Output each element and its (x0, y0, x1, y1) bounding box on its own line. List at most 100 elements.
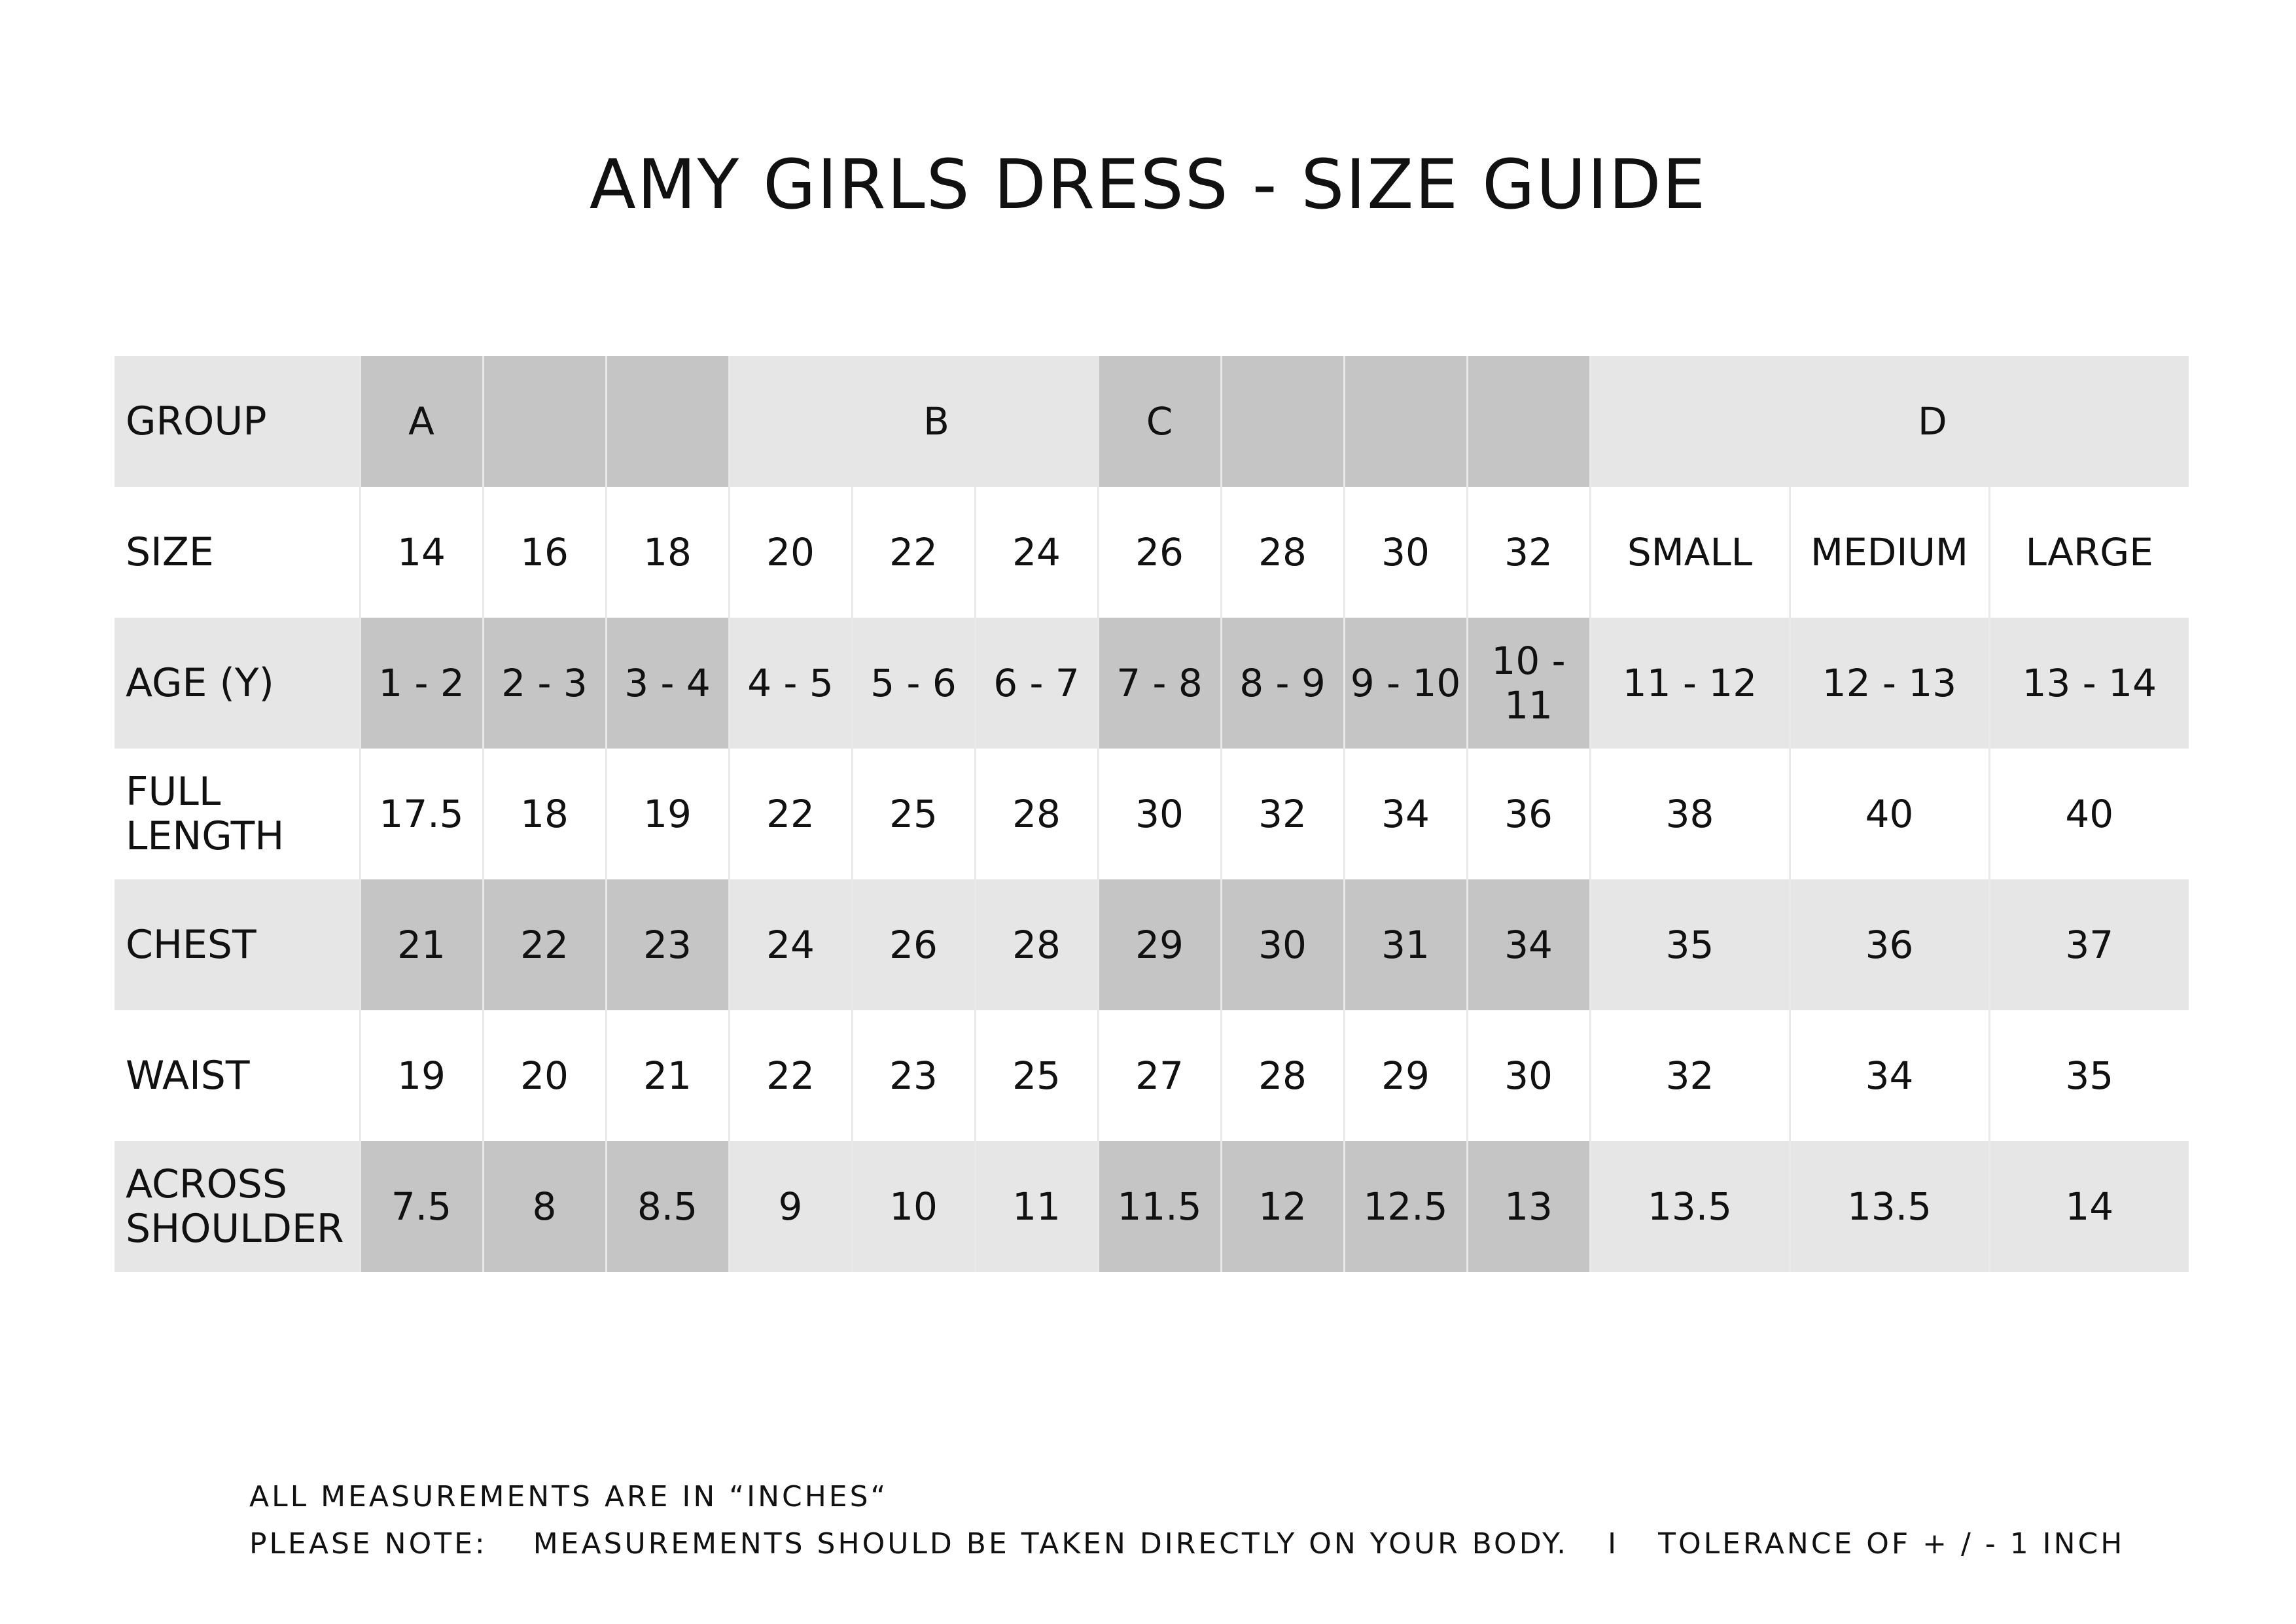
table-cell: 21 (360, 879, 484, 1010)
table-cell: 22 (852, 487, 976, 618)
table-cell: 32 (1221, 749, 1345, 879)
table-cell: 30 (1221, 879, 1345, 1010)
row-label-group: GROUP (115, 356, 361, 487)
table-cell: 36 (1790, 879, 1990, 1010)
table-cell: 6 - 7 (975, 618, 1099, 749)
table-row-waist: WAIST 19 20 21 22 23 25 27 28 29 30 32 3… (115, 1010, 2189, 1141)
row-label-across-shoulder: ACROSS SHOULDER (115, 1141, 361, 1272)
group-c-cell-span (1467, 356, 1591, 487)
table-cell: 10 (852, 1141, 976, 1272)
table-cell: 7.5 (360, 1141, 484, 1272)
table-row-chest: CHEST 21 22 23 24 26 28 29 30 31 34 35 3… (115, 879, 2189, 1010)
please-note-label: PLEASE NOTE: (249, 1527, 487, 1561)
table-cell: 17.5 (360, 749, 484, 879)
group-a-label: A (408, 399, 434, 444)
table-cell: 38 (1590, 749, 1791, 879)
table-cell: 13 (1467, 1141, 1591, 1272)
row-label-size: SIZE (115, 487, 361, 618)
group-c-cell-span (1344, 356, 1468, 487)
table-cell: 20 (729, 487, 853, 618)
table-cell: 30 (1467, 1010, 1591, 1141)
measurement-units-note: ALL MEASUREMENTS ARE IN “INCHES“ (249, 1480, 889, 1513)
table-row-age: AGE (Y) 1 - 2 2 - 3 3 - 4 4 - 5 5 - 6 6 … (115, 618, 2189, 749)
table-cell: SMALL (1590, 487, 1791, 618)
table-cell: 11 (975, 1141, 1099, 1272)
table-cell: 9 - 10 (1344, 618, 1468, 749)
table-row-group: GROUP A B C D (115, 356, 2189, 487)
table-cell: 22 (729, 1010, 853, 1141)
table-cell: 34 (1467, 879, 1591, 1010)
table-cell: 11 - 12 (1590, 618, 1791, 749)
table-cell: 22 (483, 879, 607, 1010)
tolerance-note: TOLERANCE OF + / - 1 INCH (1658, 1527, 2125, 1561)
please-note-line: PLEASE NOTE: MEASUREMENTS SHOULD BE TAKEN… (249, 1525, 2125, 1564)
group-a-cell-span (483, 356, 607, 487)
table-cell: 9 (729, 1141, 853, 1272)
table-cell: 24 (975, 487, 1099, 618)
table-cell: 28 (1221, 487, 1345, 618)
table-cell: 13.5 (1590, 1141, 1791, 1272)
table-cell: LARGE (1989, 487, 2189, 618)
table-cell: 40 (1790, 749, 1990, 879)
table-cell: 19 (360, 1010, 484, 1141)
table-cell: 2 - 3 (483, 618, 607, 749)
table-row-across-shoulder: ACROSS SHOULDER 7.5 8 8.5 9 10 11 11.5 1… (115, 1141, 2189, 1272)
group-b-label: B (923, 399, 949, 444)
table-cell: 36 (1467, 749, 1591, 879)
table-cell: 35 (1590, 879, 1791, 1010)
table-cell: 7 - 8 (1098, 618, 1222, 749)
row-label-waist: WAIST (115, 1010, 361, 1141)
table-cell: 14 (360, 487, 484, 618)
table-cell: 21 (606, 1010, 730, 1141)
table-cell: 29 (1098, 879, 1222, 1010)
table-cell: 37 (1989, 879, 2189, 1010)
table-cell: 3 - 4 (606, 618, 730, 749)
group-a-cell-span (606, 356, 730, 487)
group-c-cell-span (1221, 356, 1345, 487)
row-label-line: FULL (126, 769, 221, 815)
size-guide-table: GROUP A B C D SIZE 14 16 18 20 22 24 26 … (115, 356, 2189, 1272)
table-cell: 8 (483, 1141, 607, 1272)
table-cell: 26 (1098, 487, 1222, 618)
page-title: AMY GIRLS DRESS - SIZE GUIDE (589, 145, 1707, 224)
group-d-cell: D (1590, 356, 2189, 487)
row-label-chest: CHEST (115, 879, 361, 1010)
table-cell: 18 (483, 749, 607, 879)
table-cell: 31 (1344, 879, 1468, 1010)
table-cell: 22 (729, 749, 853, 879)
table-row-size: SIZE 14 16 18 20 22 24 26 28 30 32 SMALL… (115, 487, 2189, 618)
row-label-age: AGE (Y) (115, 618, 361, 749)
table-cell: 5 - 6 (852, 618, 976, 749)
table-cell: 28 (975, 879, 1099, 1010)
table-cell: 12 (1221, 1141, 1345, 1272)
table-cell: 32 (1590, 1010, 1791, 1141)
table-cell: 13.5 (1790, 1141, 1990, 1272)
separator: I (1608, 1527, 1619, 1561)
table-cell: 23 (852, 1010, 976, 1141)
table-cell: 18 (606, 487, 730, 618)
table-cell: 13 - 14 (1989, 618, 2189, 749)
group-c-label: C (1146, 399, 1173, 444)
group-a-cell: A (360, 356, 484, 487)
group-c-cell: C (1098, 356, 1222, 487)
table-row-full-length: FULL LENGTH 17.5 18 19 22 25 28 30 32 34… (115, 749, 2189, 879)
table-cell: 28 (1221, 1010, 1345, 1141)
table-cell: 34 (1344, 749, 1468, 879)
table-cell: 35 (1989, 1010, 2189, 1141)
table-cell: 8.5 (606, 1141, 730, 1272)
row-label-line: ACROSS (126, 1161, 287, 1207)
table-cell: 20 (483, 1010, 607, 1141)
table-cell: 28 (975, 749, 1099, 879)
table-cell: 26 (852, 879, 976, 1010)
table-cell: 12 - 13 (1790, 618, 1990, 749)
table-cell: 10 - 11 (1467, 618, 1591, 749)
table-cell: 1 - 2 (360, 618, 484, 749)
table-cell: 14 (1989, 1141, 2189, 1272)
table-cell: 4 - 5 (729, 618, 853, 749)
table-cell: 34 (1790, 1010, 1990, 1141)
table-cell: 11.5 (1098, 1141, 1222, 1272)
table-cell: 27 (1098, 1010, 1222, 1141)
table-cell: 12.5 (1344, 1141, 1468, 1272)
table-cell: 8 - 9 (1221, 618, 1345, 749)
table-cell: 29 (1344, 1010, 1468, 1141)
